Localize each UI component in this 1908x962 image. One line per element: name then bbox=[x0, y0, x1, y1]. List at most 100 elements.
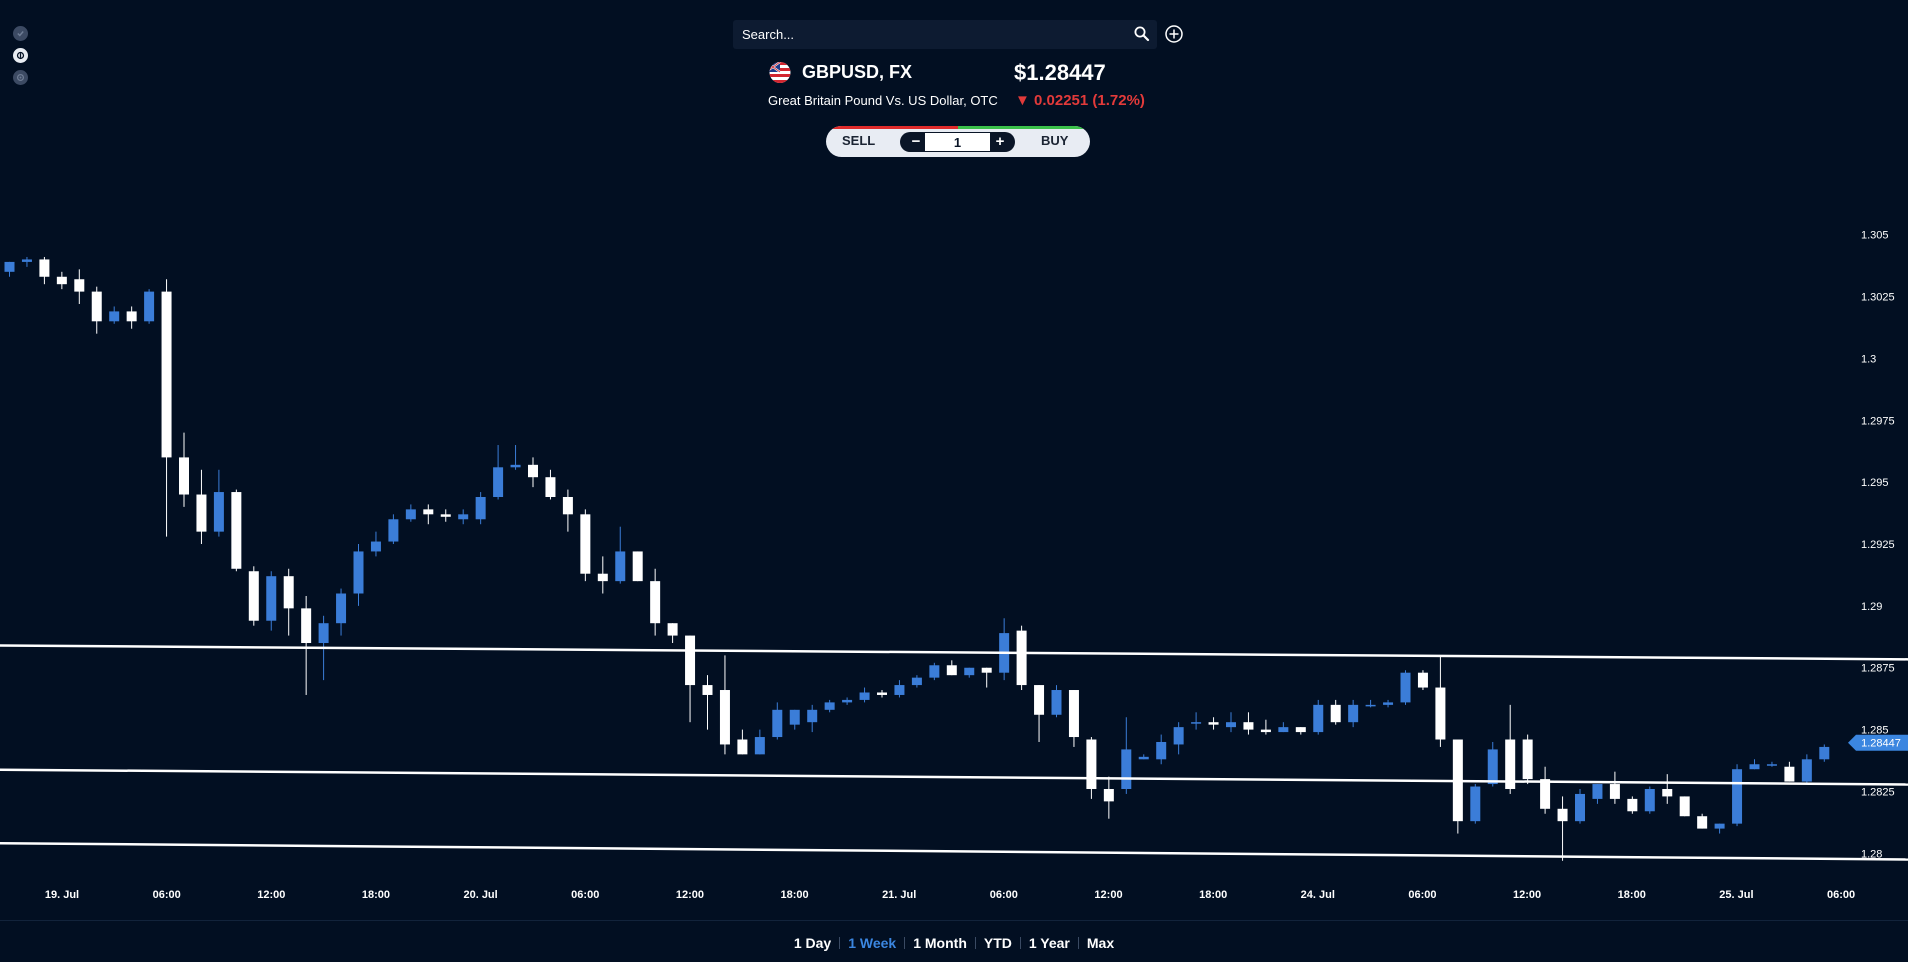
candle-body[interactable] bbox=[91, 291, 102, 322]
candle-body[interactable] bbox=[1487, 749, 1498, 785]
decrease-quantity-button[interactable]: − bbox=[911, 133, 921, 150]
candle-body[interactable] bbox=[1540, 779, 1551, 809]
range-1-month[interactable]: 1 Month bbox=[913, 935, 967, 951]
candle-body[interactable] bbox=[1260, 729, 1271, 733]
candle-body[interactable] bbox=[510, 464, 521, 468]
candle-body[interactable] bbox=[789, 709, 800, 725]
candle-body[interactable] bbox=[126, 311, 137, 322]
candle-body[interactable] bbox=[1627, 798, 1638, 812]
trend-line[interactable] bbox=[0, 768, 1908, 786]
checkmark-icon[interactable] bbox=[13, 26, 28, 41]
range-1-year[interactable]: 1 Year bbox=[1028, 935, 1070, 951]
candle-body[interactable] bbox=[1348, 704, 1359, 723]
candle-body[interactable] bbox=[615, 551, 626, 582]
candle-body[interactable] bbox=[56, 276, 67, 285]
candle-body[interactable] bbox=[213, 492, 224, 532]
range-ytd[interactable]: YTD bbox=[983, 935, 1012, 951]
candle-body[interactable] bbox=[667, 623, 678, 636]
candle-body[interactable] bbox=[1365, 704, 1376, 707]
candle-body[interactable] bbox=[929, 665, 940, 678]
candle-body[interactable] bbox=[1819, 746, 1830, 760]
candle-body[interactable] bbox=[964, 667, 975, 676]
candle-body[interactable] bbox=[144, 291, 155, 322]
candle-body[interactable] bbox=[562, 497, 573, 515]
add-icon[interactable] bbox=[1164, 24, 1184, 44]
candle-body[interactable] bbox=[458, 514, 469, 520]
candle-body[interactable] bbox=[1592, 784, 1603, 799]
candle-body[interactable] bbox=[1103, 789, 1114, 802]
candle-body[interactable] bbox=[859, 692, 870, 700]
candle-body[interactable] bbox=[632, 551, 643, 582]
candle-body[interactable] bbox=[807, 709, 818, 723]
candle-body[interactable] bbox=[21, 259, 32, 262]
candle-body[interactable] bbox=[1714, 823, 1725, 829]
candle-body[interactable] bbox=[1295, 727, 1306, 733]
candle-body[interactable] bbox=[388, 519, 399, 542]
candle-body[interactable] bbox=[109, 311, 120, 322]
candle-body[interactable] bbox=[877, 692, 887, 695]
candle-body[interactable] bbox=[1609, 784, 1620, 799]
candle-body[interactable] bbox=[336, 593, 347, 624]
candle-body[interactable] bbox=[702, 685, 713, 695]
candle-body[interactable] bbox=[981, 667, 992, 673]
candle-body[interactable] bbox=[754, 737, 765, 755]
candle-body[interactable] bbox=[1557, 808, 1568, 822]
candle-body[interactable] bbox=[894, 685, 905, 695]
candle-body[interactable] bbox=[1243, 722, 1254, 730]
candle-body[interactable] bbox=[737, 739, 748, 755]
candle-body[interactable] bbox=[1121, 749, 1132, 789]
candle-body[interactable] bbox=[1522, 739, 1533, 780]
candle-body[interactable] bbox=[4, 261, 15, 272]
candle-body[interactable] bbox=[353, 551, 364, 594]
candle-body[interactable] bbox=[842, 699, 853, 703]
candle-body[interactable] bbox=[545, 477, 556, 497]
candle-body[interactable] bbox=[685, 635, 696, 686]
candle-body[interactable] bbox=[1417, 672, 1428, 688]
candle-body[interactable] bbox=[772, 709, 783, 738]
candle-body[interactable] bbox=[946, 665, 957, 676]
candle-body[interactable] bbox=[1034, 685, 1045, 715]
candle-body[interactable] bbox=[1679, 796, 1690, 817]
candle-body[interactable] bbox=[1383, 702, 1394, 705]
range-1-day[interactable]: 1 Day bbox=[793, 935, 832, 951]
candle-body[interactable] bbox=[1016, 630, 1027, 686]
candle-body[interactable] bbox=[1313, 704, 1324, 733]
candle-body[interactable] bbox=[1156, 741, 1167, 760]
increase-quantity-button[interactable]: + bbox=[995, 133, 1005, 150]
trend-line[interactable] bbox=[0, 644, 1908, 661]
candle-body[interactable] bbox=[1435, 687, 1446, 740]
candle-body[interactable] bbox=[318, 623, 329, 643]
candle-body[interactable] bbox=[650, 581, 661, 624]
indicator-icon[interactable] bbox=[13, 48, 28, 63]
candle-body[interactable] bbox=[1644, 789, 1655, 812]
candle-body[interactable] bbox=[161, 291, 172, 458]
candle-body[interactable] bbox=[1208, 722, 1219, 725]
candle-body[interactable] bbox=[719, 690, 730, 745]
range-max[interactable]: Max bbox=[1086, 935, 1115, 951]
candle-body[interactable] bbox=[1400, 672, 1411, 703]
candle-body[interactable] bbox=[1505, 739, 1516, 789]
candle-body[interactable] bbox=[1226, 722, 1236, 728]
candle-body[interactable] bbox=[493, 467, 504, 497]
price-chart[interactable]: 1.305 1.3025 1.3 1.2975 1.295 1.2925 1.29 1.287… bbox=[0, 0, 1908, 910]
candle-body[interactable] bbox=[1173, 727, 1184, 745]
candle-body[interactable] bbox=[528, 464, 538, 478]
search-input[interactable] bbox=[742, 20, 1102, 49]
sell-button[interactable]: SELL bbox=[842, 133, 876, 148]
candle-body[interactable] bbox=[1697, 816, 1708, 829]
candle-body[interactable] bbox=[1784, 766, 1795, 782]
candle-body[interactable] bbox=[1068, 690, 1079, 738]
candle-body[interactable] bbox=[1330, 704, 1341, 723]
candle-body[interactable] bbox=[1086, 739, 1097, 789]
candle-body[interactable] bbox=[405, 509, 416, 520]
candle-body[interactable] bbox=[475, 497, 486, 520]
candle-body[interactable] bbox=[39, 259, 50, 277]
buy-button[interactable]: BUY bbox=[1041, 133, 1069, 148]
range-1-week[interactable]: 1 Week bbox=[848, 935, 897, 951]
candle-body[interactable] bbox=[231, 492, 242, 569]
candle-body[interactable] bbox=[1138, 756, 1149, 760]
candle-body[interactable] bbox=[301, 608, 312, 643]
candle-body[interactable] bbox=[423, 509, 434, 515]
candle-body[interactable] bbox=[911, 677, 922, 686]
candle-body[interactable] bbox=[74, 279, 85, 292]
